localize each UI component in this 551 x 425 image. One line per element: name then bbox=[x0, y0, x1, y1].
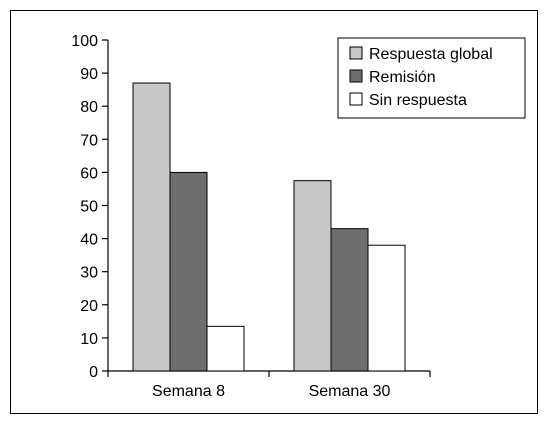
bar-respuesta-global-semana-30 bbox=[293, 180, 332, 372]
y-tick-label: 80 bbox=[80, 99, 98, 116]
legend-swatch bbox=[349, 69, 363, 83]
legend-box bbox=[337, 37, 526, 119]
bar-remisión-semana-8 bbox=[169, 171, 208, 372]
y-tick-label: 10 bbox=[80, 331, 98, 348]
y-tick-label: 90 bbox=[80, 66, 98, 83]
y-tick-label: 20 bbox=[80, 298, 98, 315]
axes: 0 10 20 30 40 50 60 70 80 90 100 Semana 8 Semana 30 bbox=[71, 33, 431, 400]
y-tick-label: 100 bbox=[71, 33, 98, 50]
chart-frame bbox=[10, 10, 538, 414]
bar-remisión-semana-30 bbox=[330, 228, 369, 372]
legend-swatch bbox=[349, 46, 363, 60]
legend-label: Respuesta global bbox=[369, 46, 493, 63]
legend-label: Remisión bbox=[369, 69, 436, 86]
x-tick-label: Semana 8 bbox=[152, 383, 225, 400]
y-tick-label: 40 bbox=[80, 232, 98, 249]
legend-label: Sin respuesta bbox=[369, 92, 467, 109]
y-tick-label: 60 bbox=[80, 165, 98, 182]
legend-swatch bbox=[349, 92, 363, 106]
y-tick-label: 0 bbox=[89, 364, 98, 381]
x-tick-label: Semana 30 bbox=[309, 383, 391, 400]
bar-sin-respuesta-semana-8 bbox=[206, 325, 245, 372]
legend: Respuesta global Remisión Sin respuesta bbox=[337, 37, 526, 119]
bar-sin-respuesta-semana-30 bbox=[367, 244, 406, 372]
y-tick-label: 30 bbox=[80, 265, 98, 282]
bars bbox=[132, 82, 406, 372]
y-tick-label: 70 bbox=[80, 132, 98, 149]
bar-respuesta-global-semana-8 bbox=[132, 82, 171, 372]
y-tick-label: 50 bbox=[80, 199, 98, 216]
